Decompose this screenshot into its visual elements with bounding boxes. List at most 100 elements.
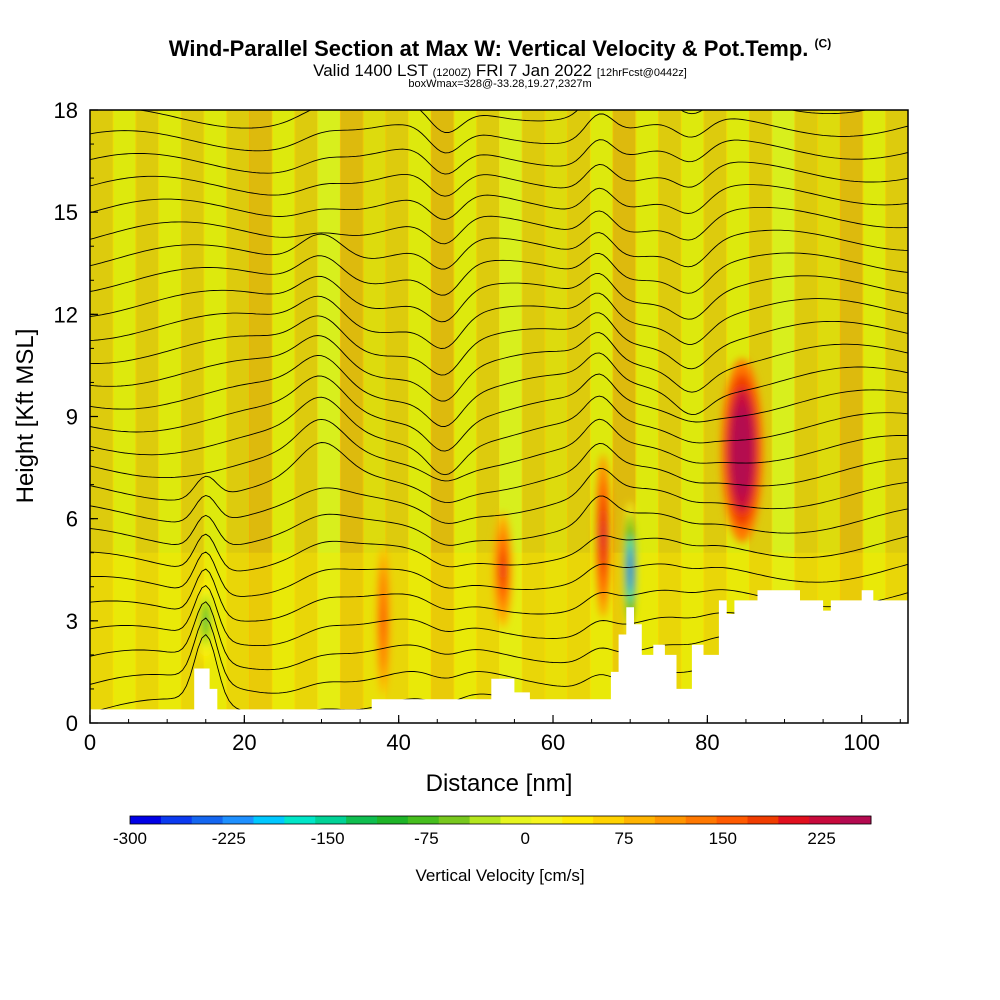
y-tick-label: 15 (54, 200, 78, 225)
colorbar-tick-label: -225 (212, 829, 246, 848)
valid-prefix: Valid 1400 LST (313, 61, 428, 80)
colorbar-swatch (438, 816, 471, 824)
x-axis: 0 20 40 60 80 100 (84, 715, 901, 755)
colorbar-swatch (840, 816, 872, 824)
theta-contour (90, 395, 908, 476)
y-axis: 0 3 6 9 12 15 18 (54, 98, 98, 736)
velocity-band (635, 110, 660, 723)
velocity-band (271, 110, 296, 723)
theta-contour (90, 206, 908, 245)
downdraft-cell (204, 614, 208, 628)
velocity-band (521, 110, 546, 723)
theta-contour (90, 312, 908, 376)
theta-contour (90, 252, 908, 296)
plot-area (90, 110, 908, 723)
velocity-band (158, 110, 182, 723)
theta-contour (136, 110, 869, 133)
chart-title-text: Wind-Parallel Section at Max W: Vertical… (168, 36, 809, 61)
colorbar-swatch (469, 816, 501, 824)
colorbar-frame (129, 815, 872, 825)
chart-title: Wind-Parallel Section at Max W: Vertical… (0, 36, 1000, 62)
colorbar-swatch (191, 816, 224, 824)
velocity-band (885, 110, 908, 723)
colorbar-swatch (654, 816, 687, 824)
colorbar-swatch (778, 816, 810, 824)
y-tick-label: 6 (66, 507, 78, 532)
colorbar-swatch (160, 816, 193, 824)
valid-time-line: Valid 1400 LST (1200Z) FRI 7 Jan 2022 [1… (0, 61, 1000, 81)
velocity-band (703, 110, 728, 723)
colorbar-swatch (407, 816, 440, 824)
colorbar-tick-label: 0 (520, 829, 529, 848)
velocity-band (317, 110, 341, 723)
theta-contour (90, 113, 908, 154)
colorbar-tick-label: -75 (414, 829, 439, 848)
colorbar-swatch (624, 816, 656, 824)
colorbar-swatch (315, 816, 347, 824)
x-axis-label: Distance [nm] (426, 770, 573, 797)
colorbar-swatch (747, 816, 779, 824)
colorbar-swatch (500, 816, 532, 824)
colorbar-tick-label: -300 (113, 829, 147, 848)
colorbar-swatch (716, 816, 748, 824)
velocity-band (203, 110, 228, 723)
colorbar-swatch (130, 816, 162, 824)
theta-contour (90, 292, 908, 349)
colorbar-swatch (685, 816, 718, 824)
velocity-band (430, 110, 455, 723)
theta-contour (90, 229, 908, 270)
theta-contour (90, 533, 908, 572)
theta-contour (90, 332, 908, 402)
velocity-band (771, 110, 796, 723)
colorbar-swatch (531, 816, 563, 824)
forecast-label: [12hrFcst@0442z] (596, 67, 687, 79)
colorbar-swatch (346, 816, 378, 824)
theta-contour (90, 418, 908, 482)
theta-contour (90, 273, 908, 323)
downdraft-cell (629, 558, 632, 582)
velocity-band (862, 110, 887, 723)
valid-date: FRI 7 Jan 2022 (475, 61, 593, 80)
updraft-cell (501, 560, 505, 580)
box-info: boxWmax=328@-33.28,19.27,2327m (408, 78, 592, 90)
colorbar-tick-label: 225 (807, 829, 835, 848)
velocity-band (794, 110, 819, 723)
x-tick-label: 100 (843, 730, 880, 755)
y-tick-label: 0 (66, 711, 78, 736)
copyright-mark: (C) (814, 36, 832, 51)
y-tick-label: 18 (54, 98, 78, 123)
x-tick-label: 20 (232, 730, 256, 755)
theta-contour (90, 184, 908, 220)
theta-contour (90, 373, 908, 452)
colorbar-swatch (222, 816, 254, 824)
x-tick-label: 80 (695, 730, 719, 755)
colorbar-swatch (562, 816, 594, 824)
colorbar: -300 -225 -150 -75 0 75 150 225 (113, 815, 872, 848)
velocity-band (180, 110, 205, 723)
theta-contour (90, 551, 908, 597)
colorbar-swatch (377, 816, 409, 824)
theta-contour (90, 139, 908, 175)
x-tick-label: 40 (386, 730, 410, 755)
colorbar-swatch (593, 816, 625, 824)
colorbar-tick-label: 75 (615, 829, 634, 848)
velocity-band (567, 110, 591, 723)
x-tick-label: 0 (84, 730, 96, 755)
colorbar-label: Vertical Velocity [cm/s] (415, 866, 584, 885)
velocity-band (817, 110, 841, 723)
velocity-band (408, 110, 432, 723)
theta-contour (90, 442, 908, 504)
velocity-band (90, 110, 114, 723)
colorbar-swatch (284, 816, 316, 824)
velocity-band (249, 110, 273, 723)
colorbar-swatch (809, 816, 841, 824)
colorbar-tick-label: 150 (709, 829, 737, 848)
velocity-band (112, 110, 137, 723)
updraft-cell (738, 435, 746, 466)
terrain (90, 590, 908, 723)
theta-contour (90, 161, 908, 197)
colorbar-swatch (253, 816, 285, 824)
x-tick-label: 60 (541, 730, 565, 755)
theta-contour (90, 352, 908, 427)
